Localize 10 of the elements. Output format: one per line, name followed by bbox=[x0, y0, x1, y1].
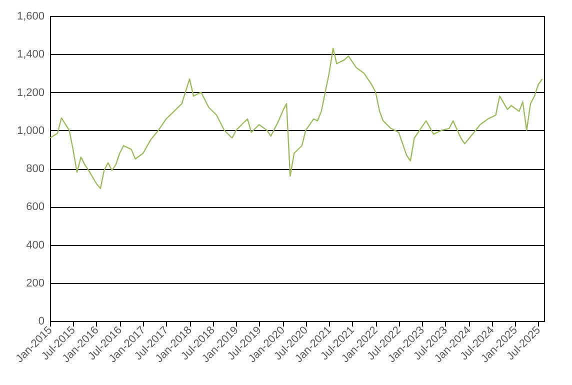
y-tick-label: 400 bbox=[26, 239, 44, 252]
y-tick-label: 1,000 bbox=[16, 124, 44, 137]
line-series bbox=[49, 48, 543, 190]
y-tick-label: 1,200 bbox=[16, 86, 44, 99]
y-tick-label: 1,600 bbox=[16, 10, 44, 22]
y-tick-label: 200 bbox=[26, 277, 44, 290]
y-tick-label: 600 bbox=[26, 201, 44, 214]
y-tick-label: 0 bbox=[38, 316, 44, 328]
y-tick-label: 1,400 bbox=[16, 48, 44, 61]
y-tick-label: 800 bbox=[26, 163, 44, 175]
